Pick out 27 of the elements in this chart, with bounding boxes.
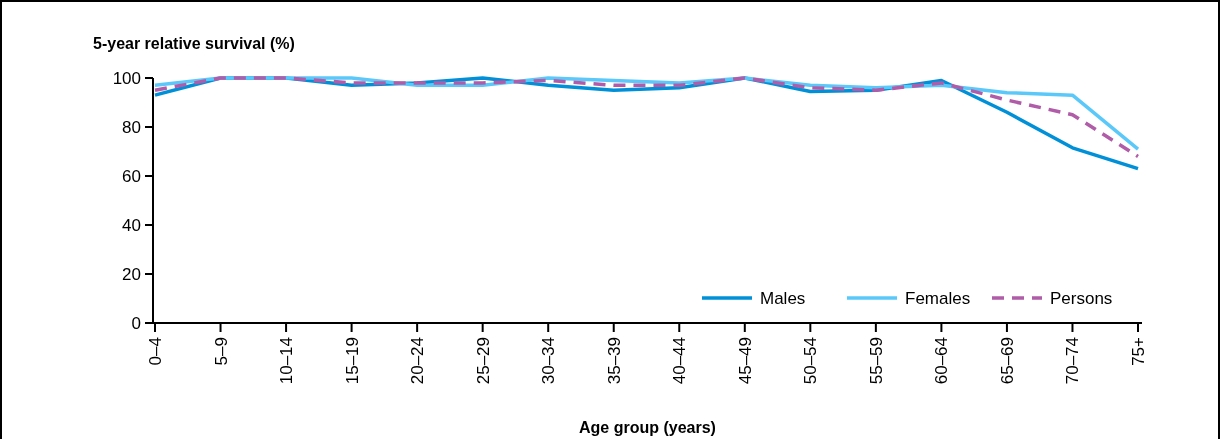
x-tick-label: 50–54 — [801, 337, 821, 385]
y-tick-label: 0 — [131, 313, 141, 333]
y-tick-label: 60 — [122, 166, 141, 186]
legend-label: Males — [760, 288, 806, 308]
x-tick-label: 20–24 — [408, 337, 428, 385]
legend-label: Females — [905, 288, 971, 308]
x-tick-label: 70–74 — [1063, 337, 1083, 385]
y-tick-label: 20 — [122, 264, 141, 284]
y-tick-label: 40 — [122, 215, 141, 235]
chart-title: 5-year relative survival (%) — [93, 35, 295, 52]
x-tick-label: 65–69 — [997, 337, 1017, 385]
x-tick-label: 40–44 — [670, 337, 690, 385]
x-tick-label: 25–29 — [473, 337, 493, 385]
x-tick-label: 75+ — [1129, 336, 1148, 366]
x-tick-label: 60–64 — [932, 337, 952, 385]
x-tick-label: 0–4 — [146, 337, 165, 366]
x-axis-title: Age group (years) — [579, 419, 716, 436]
x-tick-label: 30–34 — [539, 337, 559, 385]
y-tick-label: 100 — [112, 68, 141, 88]
x-tick-label: 15–19 — [342, 337, 362, 385]
x-tick-label: 55–59 — [866, 337, 886, 385]
x-tick-label: 10–14 — [277, 337, 297, 385]
legend-label: Persons — [1050, 288, 1113, 308]
y-tick-label: 80 — [122, 117, 141, 137]
x-tick-label: 5–9 — [211, 337, 231, 366]
x-tick-label: 45–49 — [735, 337, 755, 385]
x-tick-label: 35–39 — [604, 337, 624, 385]
